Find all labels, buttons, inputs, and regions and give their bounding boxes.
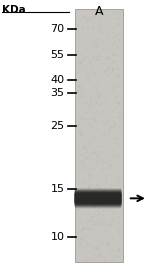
- FancyBboxPatch shape: [75, 191, 122, 206]
- FancyBboxPatch shape: [76, 192, 120, 204]
- FancyBboxPatch shape: [75, 189, 122, 207]
- Text: 10: 10: [51, 232, 65, 241]
- Text: 70: 70: [50, 24, 65, 34]
- Bar: [75, 9, 123, 262]
- FancyBboxPatch shape: [75, 193, 122, 203]
- FancyBboxPatch shape: [75, 189, 122, 208]
- FancyBboxPatch shape: [75, 192, 122, 204]
- Text: 15: 15: [51, 184, 65, 194]
- Text: 25: 25: [50, 121, 65, 131]
- Text: 40: 40: [50, 75, 65, 85]
- FancyBboxPatch shape: [75, 190, 122, 206]
- FancyBboxPatch shape: [75, 188, 122, 209]
- Text: KDa: KDa: [2, 5, 26, 15]
- Text: A: A: [94, 5, 103, 18]
- FancyBboxPatch shape: [75, 190, 122, 207]
- FancyBboxPatch shape: [75, 193, 122, 204]
- FancyBboxPatch shape: [75, 192, 122, 205]
- Text: 35: 35: [51, 89, 65, 98]
- FancyBboxPatch shape: [75, 192, 122, 205]
- FancyBboxPatch shape: [75, 189, 122, 208]
- Text: 55: 55: [51, 50, 65, 60]
